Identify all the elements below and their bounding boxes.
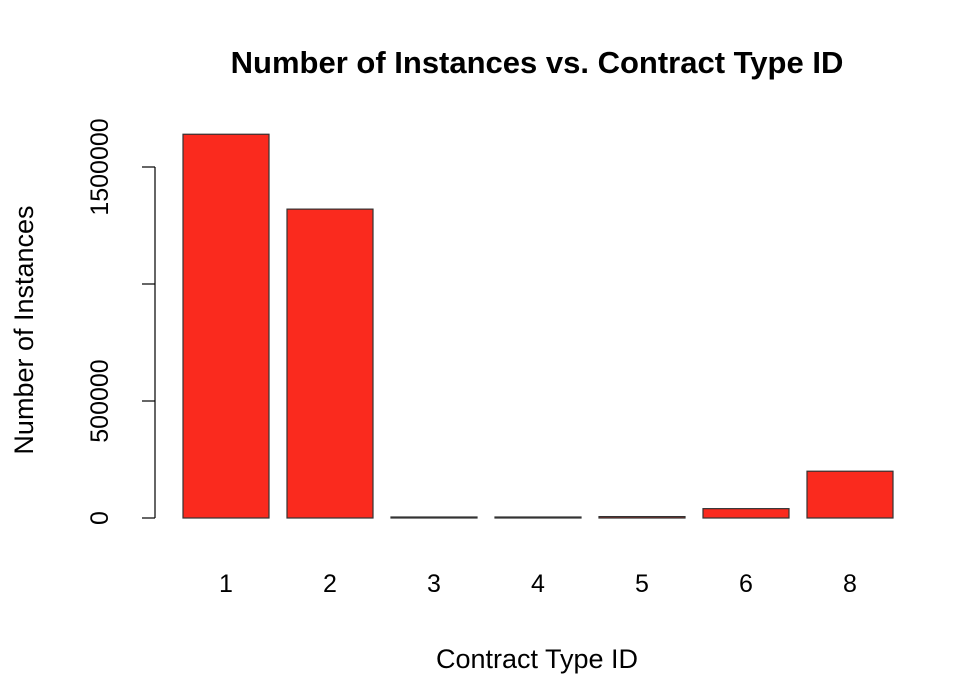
- bar-1: [182, 133, 270, 519]
- x-axis: 1 2 3 4 5 6 8: [219, 570, 857, 598]
- x-tick-label: 6: [739, 570, 753, 598]
- x-axis-label: Contract Type ID: [436, 644, 638, 674]
- bars: [182, 133, 894, 519]
- y-tick-label: 500000: [86, 359, 114, 442]
- x-tick-label: 4: [531, 570, 545, 598]
- x-tick-label: 5: [635, 570, 649, 598]
- y-axis: 0 500000 1500000: [86, 118, 155, 525]
- bar-4: [494, 516, 582, 519]
- chart-title: Number of Instances vs. Contract Type ID: [231, 45, 844, 80]
- bar-2: [286, 208, 374, 519]
- x-tick-label: 2: [323, 570, 337, 598]
- x-tick-label: 8: [843, 570, 857, 598]
- y-tick-label: 1500000: [86, 118, 114, 215]
- bar-3: [390, 516, 478, 519]
- y-axis-label: Number of Instances: [9, 205, 39, 454]
- bar-6: [702, 508, 790, 519]
- x-tick-label: 3: [427, 570, 441, 598]
- x-tick-label: 1: [219, 570, 233, 598]
- y-tick-label: 0: [86, 511, 114, 525]
- bar-5: [598, 515, 686, 519]
- bar-8: [806, 470, 894, 519]
